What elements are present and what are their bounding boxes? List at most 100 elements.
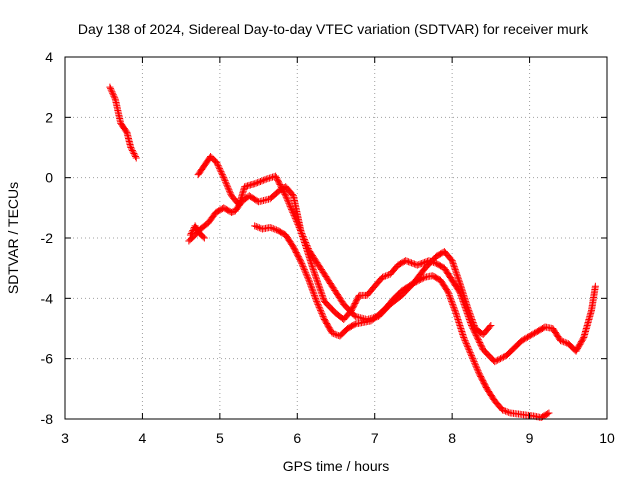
data-point xyxy=(474,367,482,375)
data-point xyxy=(226,187,234,195)
data-point xyxy=(282,193,290,201)
data-point xyxy=(266,223,274,231)
data-point xyxy=(472,331,480,339)
data-point xyxy=(411,278,419,286)
data-point xyxy=(478,343,486,351)
data-points xyxy=(106,83,599,421)
data-point xyxy=(223,181,231,189)
data-point xyxy=(402,257,410,265)
chart-title: Day 138 of 2024, Sidereal Day-to-day VTE… xyxy=(78,21,589,37)
data-point xyxy=(455,278,463,286)
data-point xyxy=(296,257,304,265)
data-point xyxy=(222,178,230,186)
data-point xyxy=(451,266,459,274)
data-point xyxy=(127,144,135,151)
data-point xyxy=(259,176,267,184)
data-point xyxy=(226,189,234,197)
data-point xyxy=(468,353,476,361)
y-tick-label: -6 xyxy=(41,351,54,367)
data-point xyxy=(461,303,469,311)
data-point xyxy=(271,225,279,233)
data-point xyxy=(128,145,136,153)
data-point xyxy=(459,296,467,304)
data-point xyxy=(350,321,358,329)
data-point xyxy=(320,314,328,322)
data-point xyxy=(317,308,325,316)
data-point xyxy=(449,300,457,308)
x-tick-label: 5 xyxy=(216,430,224,446)
x-tick-label: 7 xyxy=(371,430,379,446)
data-point xyxy=(449,302,457,310)
data-point xyxy=(468,352,475,360)
data-point xyxy=(456,290,464,298)
data-point xyxy=(460,299,468,307)
data-point xyxy=(217,168,225,176)
data-point xyxy=(465,346,473,354)
data-point xyxy=(475,337,483,345)
data-point xyxy=(557,337,565,345)
data-point xyxy=(472,330,480,338)
data-point xyxy=(466,349,474,357)
data-point xyxy=(380,273,388,281)
data-point xyxy=(310,291,318,299)
data-point xyxy=(443,287,451,295)
data-point xyxy=(215,163,223,171)
data-point xyxy=(317,306,325,314)
data-point xyxy=(448,297,456,305)
data-point xyxy=(415,261,423,269)
data-point xyxy=(425,257,433,265)
data-point xyxy=(414,277,422,285)
data-point xyxy=(454,273,462,281)
data-point xyxy=(462,306,470,314)
data-point xyxy=(224,183,232,191)
data-point xyxy=(464,311,472,319)
data-point xyxy=(444,288,452,296)
data-point xyxy=(486,323,494,331)
data-point xyxy=(311,270,319,278)
data-point xyxy=(109,89,117,97)
series-track-3 xyxy=(185,183,599,366)
data-point xyxy=(460,300,468,308)
data-point xyxy=(383,271,391,279)
data-point xyxy=(132,154,140,162)
data-point xyxy=(455,287,463,295)
data-point xyxy=(460,335,468,343)
data-point xyxy=(316,305,324,313)
data-point xyxy=(254,223,262,231)
data-point xyxy=(463,309,471,317)
data-point xyxy=(216,166,224,174)
data-point xyxy=(558,337,566,345)
data-point xyxy=(252,223,260,231)
data-point xyxy=(430,258,438,266)
data-point xyxy=(316,284,324,292)
data-point xyxy=(461,302,469,310)
y-tick-label: 4 xyxy=(45,49,53,65)
data-point xyxy=(470,327,478,335)
data-point xyxy=(111,94,119,102)
data-point xyxy=(307,282,315,290)
data-point xyxy=(498,354,506,362)
data-point xyxy=(463,341,471,349)
data-point xyxy=(108,88,116,96)
data-point xyxy=(319,312,327,320)
data-point xyxy=(318,291,326,299)
data-point xyxy=(451,308,459,316)
data-point xyxy=(473,364,481,372)
data-point xyxy=(466,318,474,326)
data-point xyxy=(331,330,339,338)
data-point xyxy=(462,305,470,313)
data-point xyxy=(457,291,465,299)
data-point xyxy=(304,273,312,281)
data-point xyxy=(450,303,458,311)
data-point xyxy=(224,184,232,192)
data-point xyxy=(262,175,270,183)
data-point xyxy=(218,171,226,179)
data-point xyxy=(467,350,475,358)
data-point xyxy=(257,177,265,185)
data-point xyxy=(403,257,411,265)
data-point xyxy=(300,266,308,274)
data-point xyxy=(417,275,425,283)
data-point xyxy=(328,329,336,337)
data-point xyxy=(106,83,114,91)
x-axis-title: GPS time / hours xyxy=(283,458,390,474)
